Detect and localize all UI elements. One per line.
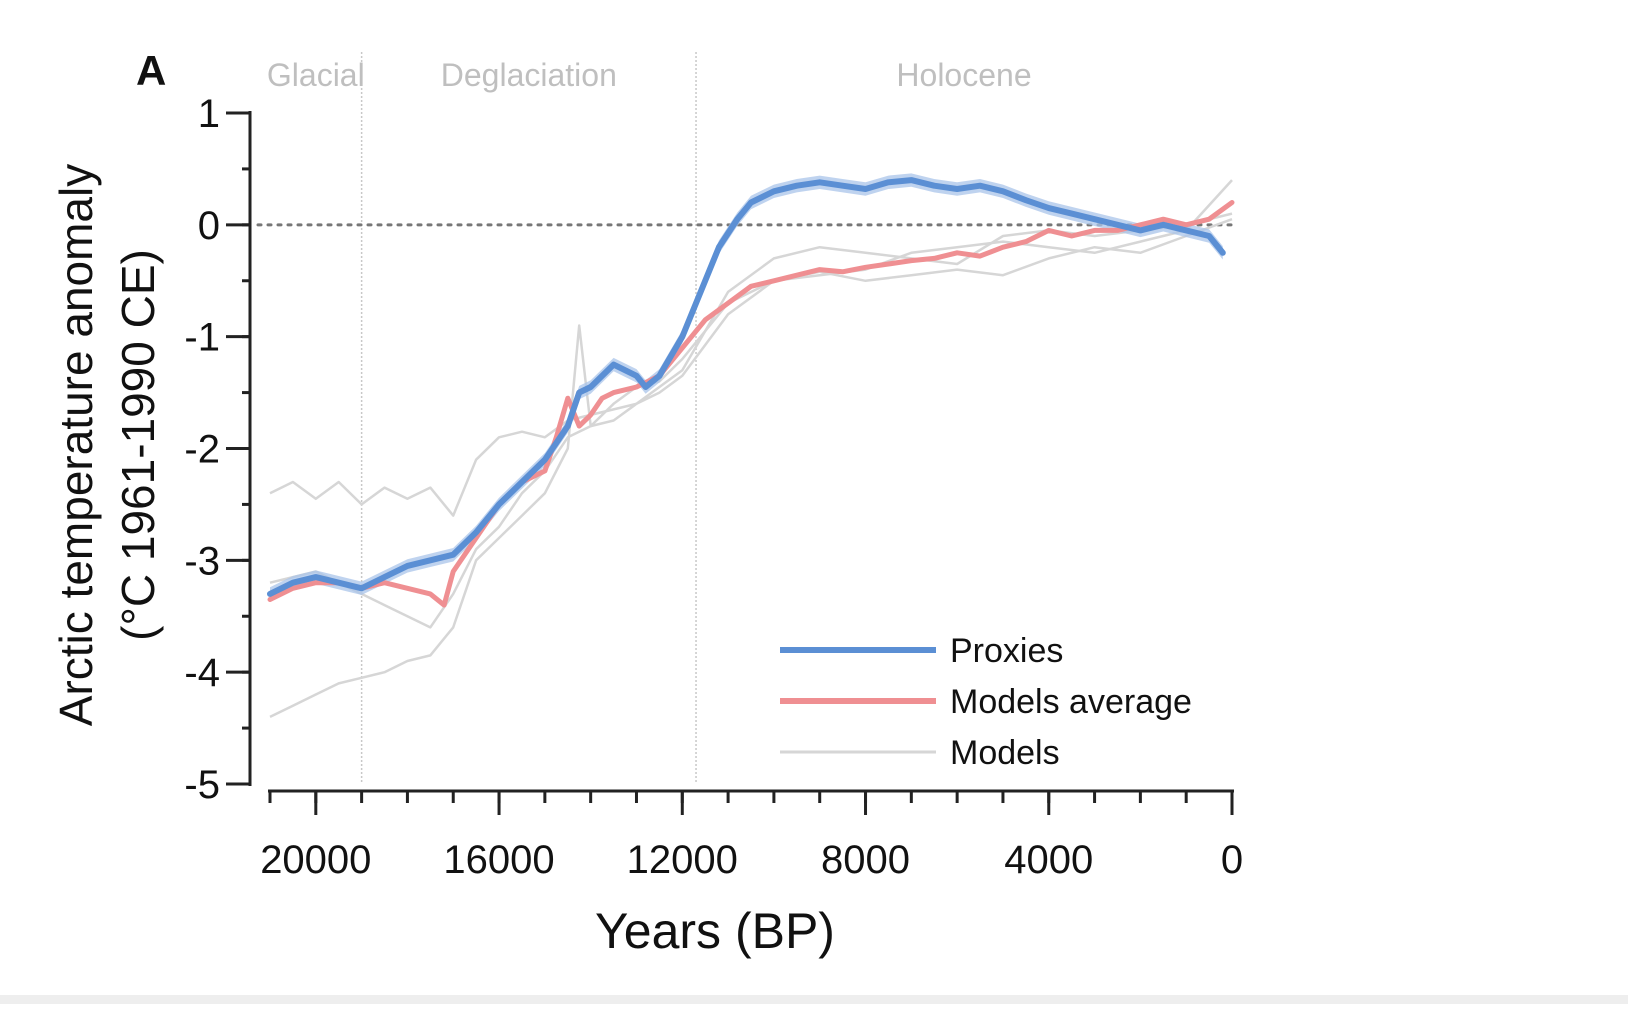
x-tick-label: 12000 bbox=[627, 838, 738, 882]
legend: Proxies Models average Models bbox=[780, 632, 1192, 772]
period-label: Deglaciation bbox=[441, 57, 617, 93]
x-tick-label: 4000 bbox=[1004, 838, 1093, 882]
y-axis-title-line-2: (°C 1961-1990 CE) bbox=[112, 249, 164, 641]
x-axis-title: Years (BP) bbox=[595, 903, 835, 959]
y-tick-label: 0 bbox=[198, 204, 220, 248]
x-tick-label: 20000 bbox=[260, 838, 371, 882]
x-tick-label: 8000 bbox=[821, 838, 910, 882]
y-tick-label: -1 bbox=[184, 316, 220, 360]
y-tick-label: 1 bbox=[198, 92, 220, 136]
legend-label: Models average bbox=[950, 683, 1192, 721]
x-tick-label: 0 bbox=[1221, 838, 1243, 882]
y-tick-label: -5 bbox=[184, 763, 220, 807]
panel-label: A bbox=[136, 47, 166, 94]
models-series-line bbox=[269, 179, 1233, 719]
y-tick-label: -4 bbox=[184, 651, 220, 695]
y-tick-label: -2 bbox=[184, 428, 220, 472]
period-label: Glacial bbox=[267, 57, 365, 93]
models-series-line bbox=[269, 218, 1233, 629]
period-label: Holocene bbox=[896, 57, 1031, 93]
y-axis-title-line-1: Arctic temperature anomaly bbox=[50, 164, 102, 726]
models-series-line bbox=[269, 212, 1233, 517]
proxies-line bbox=[267, 177, 1226, 597]
legend-label: Proxies bbox=[950, 632, 1063, 670]
models-average-line bbox=[267, 200, 1235, 608]
y-tick-label: -3 bbox=[184, 539, 220, 583]
proxies-uncertainty-band bbox=[270, 173, 1223, 601]
x-tick-label: 16000 bbox=[443, 838, 554, 882]
bottom-strip bbox=[0, 995, 1628, 1004]
legend-label: Models bbox=[950, 734, 1060, 772]
